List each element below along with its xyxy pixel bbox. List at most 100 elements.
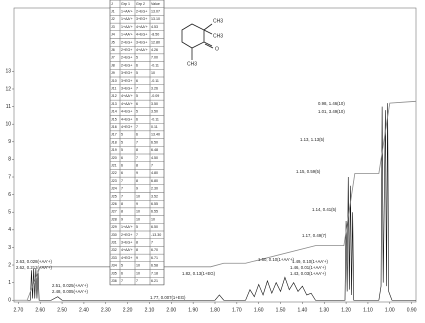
x-tick-label: 2.40 xyxy=(79,307,89,313)
table-text: 7 xyxy=(136,140,138,144)
table-text: 4+EG+ xyxy=(121,117,132,121)
table-text: 6 xyxy=(136,133,138,137)
y-tick-label: 13 xyxy=(5,69,11,75)
peak-annotation: 2.51, 0.025(+AA'+) xyxy=(52,283,89,288)
y-tick-label: 0 xyxy=(8,298,11,304)
table-text: 2+EG+ xyxy=(136,10,147,14)
table-text: 13.10 xyxy=(151,17,160,21)
peak-annotation: 1.01, 3.49(10) xyxy=(318,109,345,114)
y-tick-label: 11 xyxy=(6,104,11,110)
table-text: 10 xyxy=(136,210,140,214)
table-text: 12.80 xyxy=(151,40,160,44)
table-text: J3 xyxy=(111,25,115,29)
peak-annotation: 2.62, 0.212(+AA'+) xyxy=(16,265,53,270)
table-text: 6 xyxy=(121,164,123,168)
x-tick-label: 2.70 xyxy=(14,307,24,313)
table-text: 5 xyxy=(121,133,123,137)
table-text: -13.30 xyxy=(151,233,161,237)
table-text: 9 xyxy=(136,202,138,206)
atom-label: CH3 xyxy=(213,33,223,39)
table-text: J2 xyxy=(111,17,115,21)
table-text: 10 xyxy=(136,194,140,198)
table-text: J34 xyxy=(111,264,117,268)
table-text: 8 xyxy=(136,248,138,252)
peak-annotation: 1.82, 0.13(1+EG) xyxy=(182,271,216,276)
table-text: 5 xyxy=(121,140,123,144)
table-text: 3+EG+ xyxy=(121,241,132,245)
y-tick-label: 9 xyxy=(8,139,11,145)
table-text: 5 xyxy=(136,71,138,75)
peak-annotation: 1.49, 0.10(1+AA'+) xyxy=(292,259,329,264)
bond xyxy=(203,23,213,31)
table-text: J16 xyxy=(111,125,117,129)
table-text: 7 xyxy=(136,279,138,283)
x-tick-label: 2.60 xyxy=(35,307,45,313)
x-tick-label: 2.30 xyxy=(101,307,111,313)
table-text: 6.50 xyxy=(151,225,158,229)
table-text: 6 xyxy=(121,156,123,160)
table-text: 7 xyxy=(121,194,123,198)
table-text: 9 xyxy=(136,171,138,175)
atom-label: CH3 xyxy=(213,18,223,24)
peak-annotation: 1.77, 0.007(1+EG) xyxy=(150,295,186,300)
table-text: J29 xyxy=(111,225,117,229)
table-text: J22 xyxy=(111,171,117,175)
table-text: 5 xyxy=(136,94,138,98)
table-text: 3+EG+ xyxy=(121,79,132,83)
x-tick-label: 1.30 xyxy=(319,307,329,313)
table-text: 5 xyxy=(121,264,123,268)
peak-annotation: 0.98, 1.46(10) xyxy=(318,101,345,106)
peak-annotation: 1.46, 0.01(1+AA'+) xyxy=(290,265,327,270)
table-text: 6.80 xyxy=(151,179,158,183)
spectrum-line xyxy=(14,103,416,301)
table-text: J30 xyxy=(111,233,117,237)
table-text: J1 xyxy=(111,10,115,14)
table-text: 7 xyxy=(151,241,153,245)
table-text: 4+AA'+ xyxy=(136,25,148,29)
table-text: 9 xyxy=(121,217,123,221)
table-text: 4.26 xyxy=(151,48,158,52)
x-tick-label: 1.00 xyxy=(385,307,395,313)
table-text: 4+AA'+ xyxy=(121,248,133,252)
table-text: J31 xyxy=(111,241,117,245)
table-text: 3.50 xyxy=(151,102,158,106)
table-text: 2+EG+ xyxy=(121,56,132,60)
table-text: 1+AA'+ xyxy=(121,33,133,37)
table-text: J27 xyxy=(111,210,117,214)
table-text: 7 xyxy=(121,187,123,191)
table-text: J14 xyxy=(111,110,117,114)
table-text: 4+EG+ xyxy=(121,256,132,260)
peak-annotation: 2.63, 0.028(+AA'+) xyxy=(16,259,53,264)
table-text: 8 xyxy=(121,202,123,206)
table-text: 5 xyxy=(121,148,123,152)
table-text: 9 xyxy=(136,256,138,260)
table-text: 1+AA'+ xyxy=(121,225,133,229)
table-text: 6 xyxy=(136,79,138,83)
table-text: 2+EG+ xyxy=(121,48,132,52)
table-text: J8 xyxy=(111,63,115,67)
table-text: 6.50 xyxy=(151,140,158,144)
table-text: 7 xyxy=(121,179,123,183)
table-text: J17 xyxy=(111,133,117,137)
table-text: 3+EG+ xyxy=(121,71,132,75)
table-text: J4 xyxy=(111,33,115,37)
x-tick-label: 1.70 xyxy=(232,307,242,313)
table-text: 8 xyxy=(136,164,138,168)
bond xyxy=(203,29,213,35)
table-text: -0.11 xyxy=(151,79,159,83)
x-tick-label: 2.10 xyxy=(145,307,155,313)
table-text: 7 xyxy=(136,87,138,91)
y-tick-label: 4 xyxy=(8,227,11,233)
table-text: 8 xyxy=(136,241,138,245)
table-text: 7 xyxy=(136,233,138,237)
table-text: 6.55 xyxy=(151,210,158,214)
integral-curve xyxy=(14,100,417,301)
table-text: -0.11 xyxy=(151,117,159,121)
table-text: 6.70 xyxy=(151,248,158,252)
table-text: 1+AA'+ xyxy=(121,10,133,14)
table-text: J18 xyxy=(111,140,117,144)
table-text: 6.21 xyxy=(151,279,158,283)
table-text: 5 xyxy=(136,225,138,229)
table-text: 8 xyxy=(136,179,138,183)
